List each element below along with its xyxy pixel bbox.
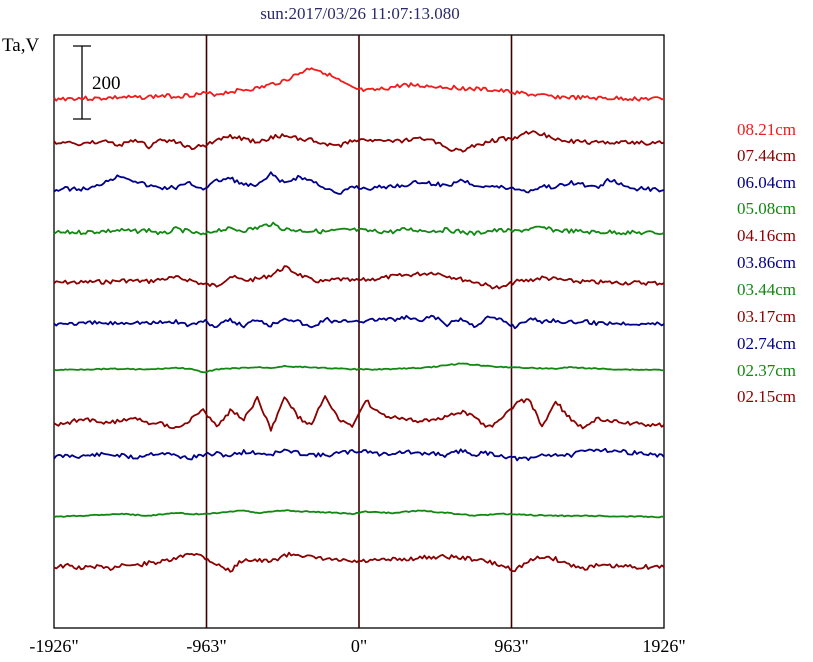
chart-title: sun:2017/03/26 11:07:13.080 bbox=[260, 4, 460, 23]
legend-entry: 08.21cm bbox=[737, 120, 796, 139]
legend-entry: 04.16cm bbox=[737, 226, 796, 245]
series-trace-08-21cm bbox=[53, 67, 665, 102]
series-trace-03-86cm bbox=[53, 314, 665, 330]
x-tick-label: 0" bbox=[351, 636, 367, 656]
scale-bar: 200 bbox=[73, 45, 121, 120]
legend-entry: 07.44cm bbox=[737, 146, 796, 165]
x-tick-labels: -1926" -963" 0" 963" 1926" bbox=[29, 636, 685, 656]
legend-entry: 02.74cm bbox=[737, 334, 796, 353]
legend-entry: 03.44cm bbox=[737, 280, 796, 299]
legend: 08.21cm 07.44cm 06.04cm 05.08cm 04.16cm 03.86… bbox=[737, 120, 796, 406]
scale-bar-label: 200 bbox=[92, 73, 121, 94]
x-tick-label: -963" bbox=[186, 636, 226, 656]
vertical-marker-lines bbox=[205, 35, 513, 628]
x-tick-label: 1926" bbox=[642, 636, 685, 656]
legend-entry: 06.04cm bbox=[737, 173, 796, 192]
y-axis-label: Ta,V bbox=[2, 35, 39, 56]
legend-entry: 02.15cm bbox=[737, 387, 796, 406]
legend-entry: 03.17cm bbox=[737, 307, 796, 326]
series-trace-05-08cm bbox=[53, 221, 665, 236]
series-trace-04-16cm bbox=[53, 265, 665, 290]
legend-entry: 02.37cm bbox=[737, 361, 796, 380]
series-trace-03-17cm bbox=[53, 395, 665, 432]
x-tick-label: 963" bbox=[494, 636, 528, 656]
series-trace-06-04cm bbox=[53, 171, 665, 195]
series-trace-07-44cm bbox=[53, 130, 665, 153]
series-trace-02-37cm bbox=[53, 509, 665, 519]
legend-entry: 05.08cm bbox=[737, 199, 796, 218]
x-tick-label: -1926" bbox=[29, 636, 78, 656]
series-traces bbox=[53, 67, 665, 573]
legend-entry: 03.86cm bbox=[737, 253, 796, 272]
series-trace-02-74cm bbox=[53, 447, 665, 462]
series-trace-03-44cm bbox=[53, 362, 665, 374]
series-trace-02-15cm bbox=[53, 551, 665, 573]
